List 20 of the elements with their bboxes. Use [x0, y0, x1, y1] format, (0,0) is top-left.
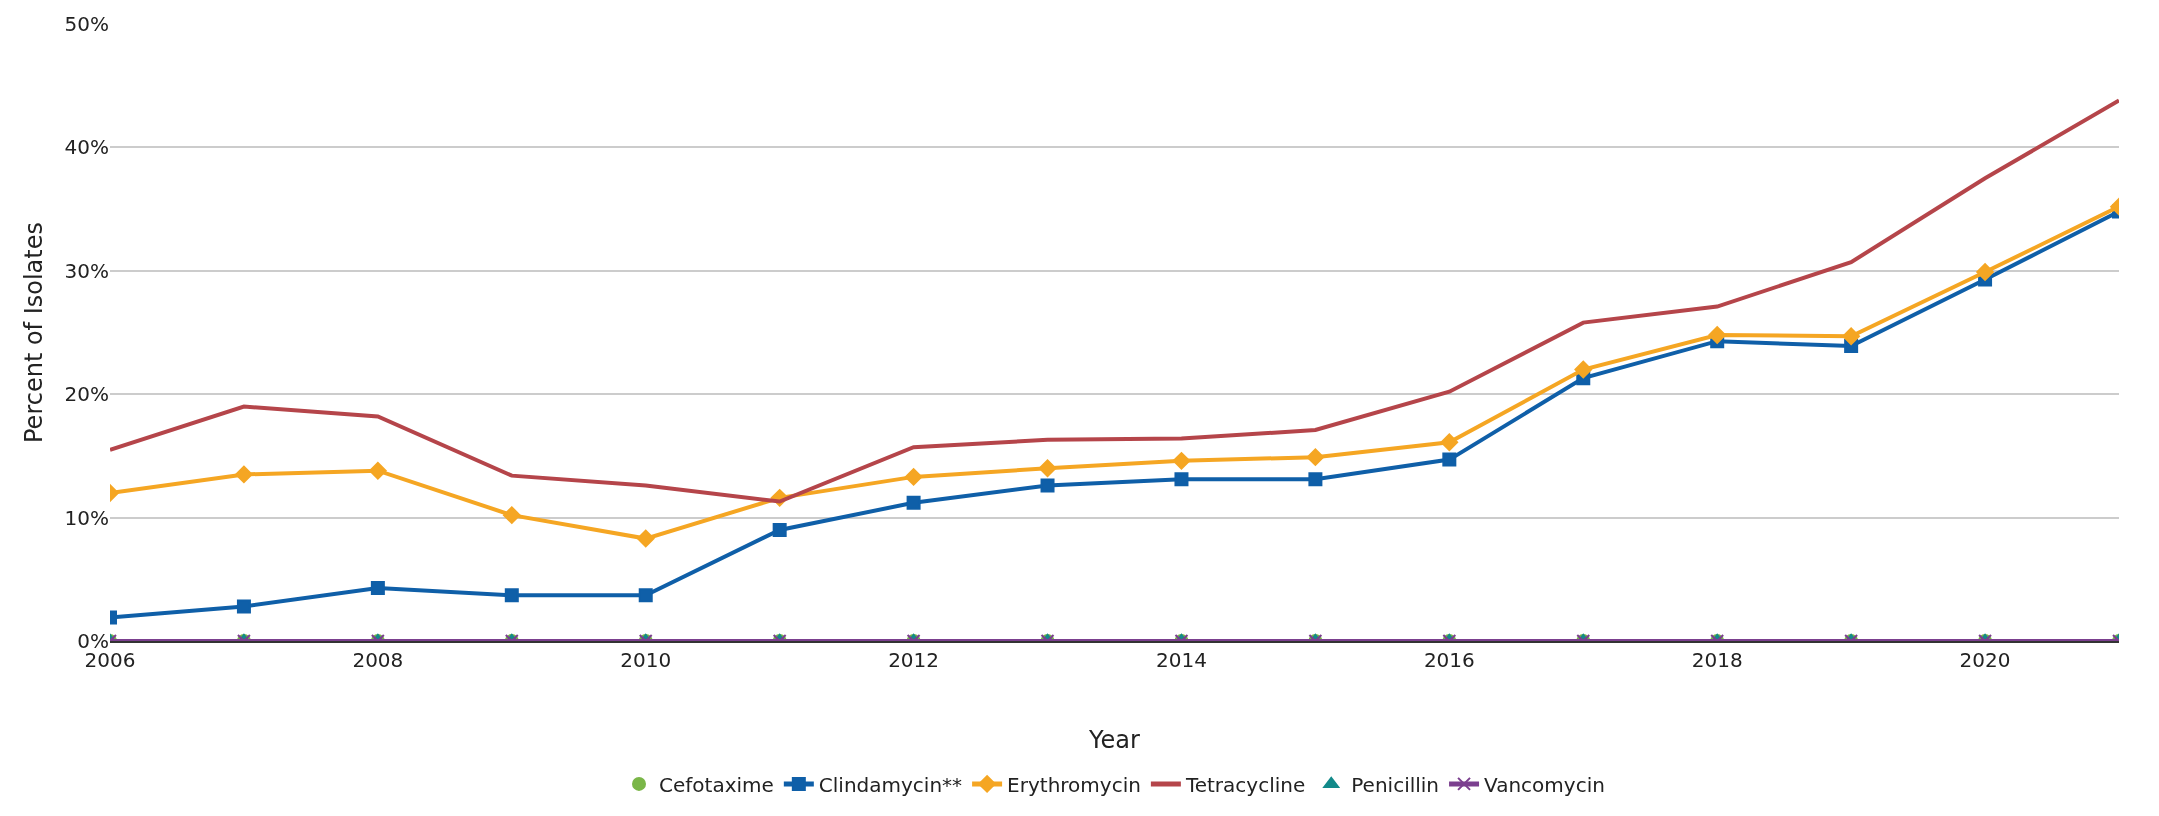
y-tick-label: 10% [64, 505, 109, 530]
legend-label: Cefotaxime [659, 772, 774, 797]
legend-label: Clindamycin** [818, 772, 963, 797]
y-tick-label: 40% [64, 135, 109, 160]
x-tick-label: 2018 [1691, 648, 1743, 672]
y-tick-label: 30% [64, 258, 109, 283]
x-tick-label: 2014 [1156, 648, 1207, 672]
x-tick-label: 2016 [1423, 648, 1475, 672]
x-tick-label: 2020 [1959, 648, 2011, 672]
legend-label: Erythromycin [1007, 772, 1141, 797]
y-axis-title: Percent of Isolates [19, 221, 48, 444]
legend-label: Vancomycin [1484, 772, 1605, 797]
x-axis-title: Year [1088, 725, 1141, 754]
x-tick-label: 2012 [888, 648, 940, 672]
y-tick-label: 20% [64, 382, 109, 407]
x-tick-label: 2010 [620, 648, 672, 672]
x-tick-label: 2008 [352, 648, 404, 672]
legend-label: Tetracycline [1184, 772, 1306, 797]
legend-label: Penicillin [1351, 772, 1440, 797]
y-tick-label: 50% [64, 12, 109, 36]
